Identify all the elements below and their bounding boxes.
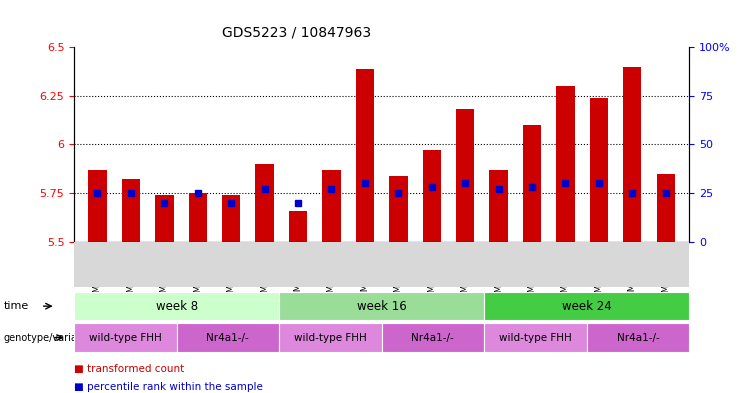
Bar (256, 164, 274, 242)
Text: wild-type FHH: wild-type FHH (499, 332, 572, 343)
Text: Nr4a1-/-: Nr4a1-/- (617, 332, 659, 343)
Bar (188, 193, 207, 242)
Text: ■ percentile rank within the sample: ■ percentile rank within the sample (74, 382, 263, 392)
Bar (422, 150, 441, 242)
Text: ■ transformed count: ■ transformed count (74, 364, 185, 375)
Text: wild-type FHH: wild-type FHH (89, 332, 162, 343)
Bar (623, 66, 642, 242)
Bar (222, 195, 240, 242)
Text: week 16: week 16 (356, 299, 407, 313)
Bar (456, 109, 474, 242)
Text: week 24: week 24 (562, 299, 611, 313)
Bar (389, 176, 408, 242)
Bar (88, 170, 107, 242)
Text: week 8: week 8 (156, 299, 198, 313)
Bar (155, 195, 173, 242)
Bar (356, 68, 374, 242)
Text: genotype/variation: genotype/variation (4, 332, 96, 343)
Bar (489, 170, 508, 242)
Bar (657, 174, 675, 242)
Bar (122, 180, 140, 242)
Bar (556, 86, 575, 242)
Text: wild-type FHH: wild-type FHH (294, 332, 367, 343)
Text: Nr4a1-/-: Nr4a1-/- (411, 332, 454, 343)
Text: Nr4a1-/-: Nr4a1-/- (207, 332, 249, 343)
Bar (523, 125, 541, 242)
Bar (322, 170, 341, 242)
Bar (289, 211, 308, 242)
Text: time: time (4, 301, 29, 311)
Bar (590, 98, 608, 242)
Text: GDS5223 / 10847963: GDS5223 / 10847963 (222, 26, 371, 40)
